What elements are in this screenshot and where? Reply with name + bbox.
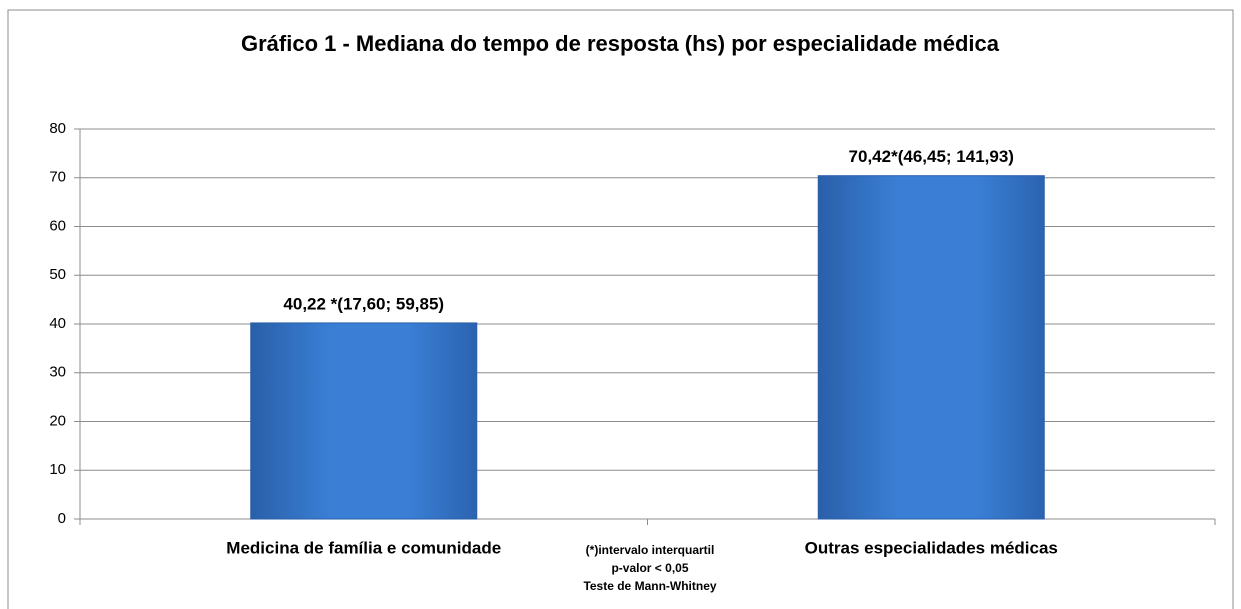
y-tick-label: 60 xyxy=(49,217,66,234)
annotation: Teste de Mann-Whitney xyxy=(583,579,716,593)
x-tick-label: Medicina de família e comunidade xyxy=(226,538,501,557)
x-tick-label: Outras especialidades médicas xyxy=(805,538,1058,557)
value-label: 70,42*(46,45; 141,93) xyxy=(849,147,1014,166)
value-label: 40,22 *(17,60; 59,85) xyxy=(283,294,444,313)
y-tick-label: 50 xyxy=(49,266,66,283)
y-tick-label: 20 xyxy=(49,412,66,429)
y-tick-label: 0 xyxy=(58,510,66,527)
y-tick-label: 70 xyxy=(49,169,66,186)
y-tick-label: 30 xyxy=(49,364,66,381)
y-tick-label: 80 xyxy=(49,120,66,137)
annotation: p-valor < 0,05 xyxy=(611,561,688,575)
y-tick-label: 10 xyxy=(49,461,66,478)
bar xyxy=(250,322,478,520)
bar xyxy=(817,175,1045,520)
annotation: (*)intervalo interquartil xyxy=(586,543,715,557)
chart-title: Gráfico 1 - Mediana do tempo de resposta… xyxy=(241,31,1000,56)
y-tick-label: 40 xyxy=(49,315,66,332)
